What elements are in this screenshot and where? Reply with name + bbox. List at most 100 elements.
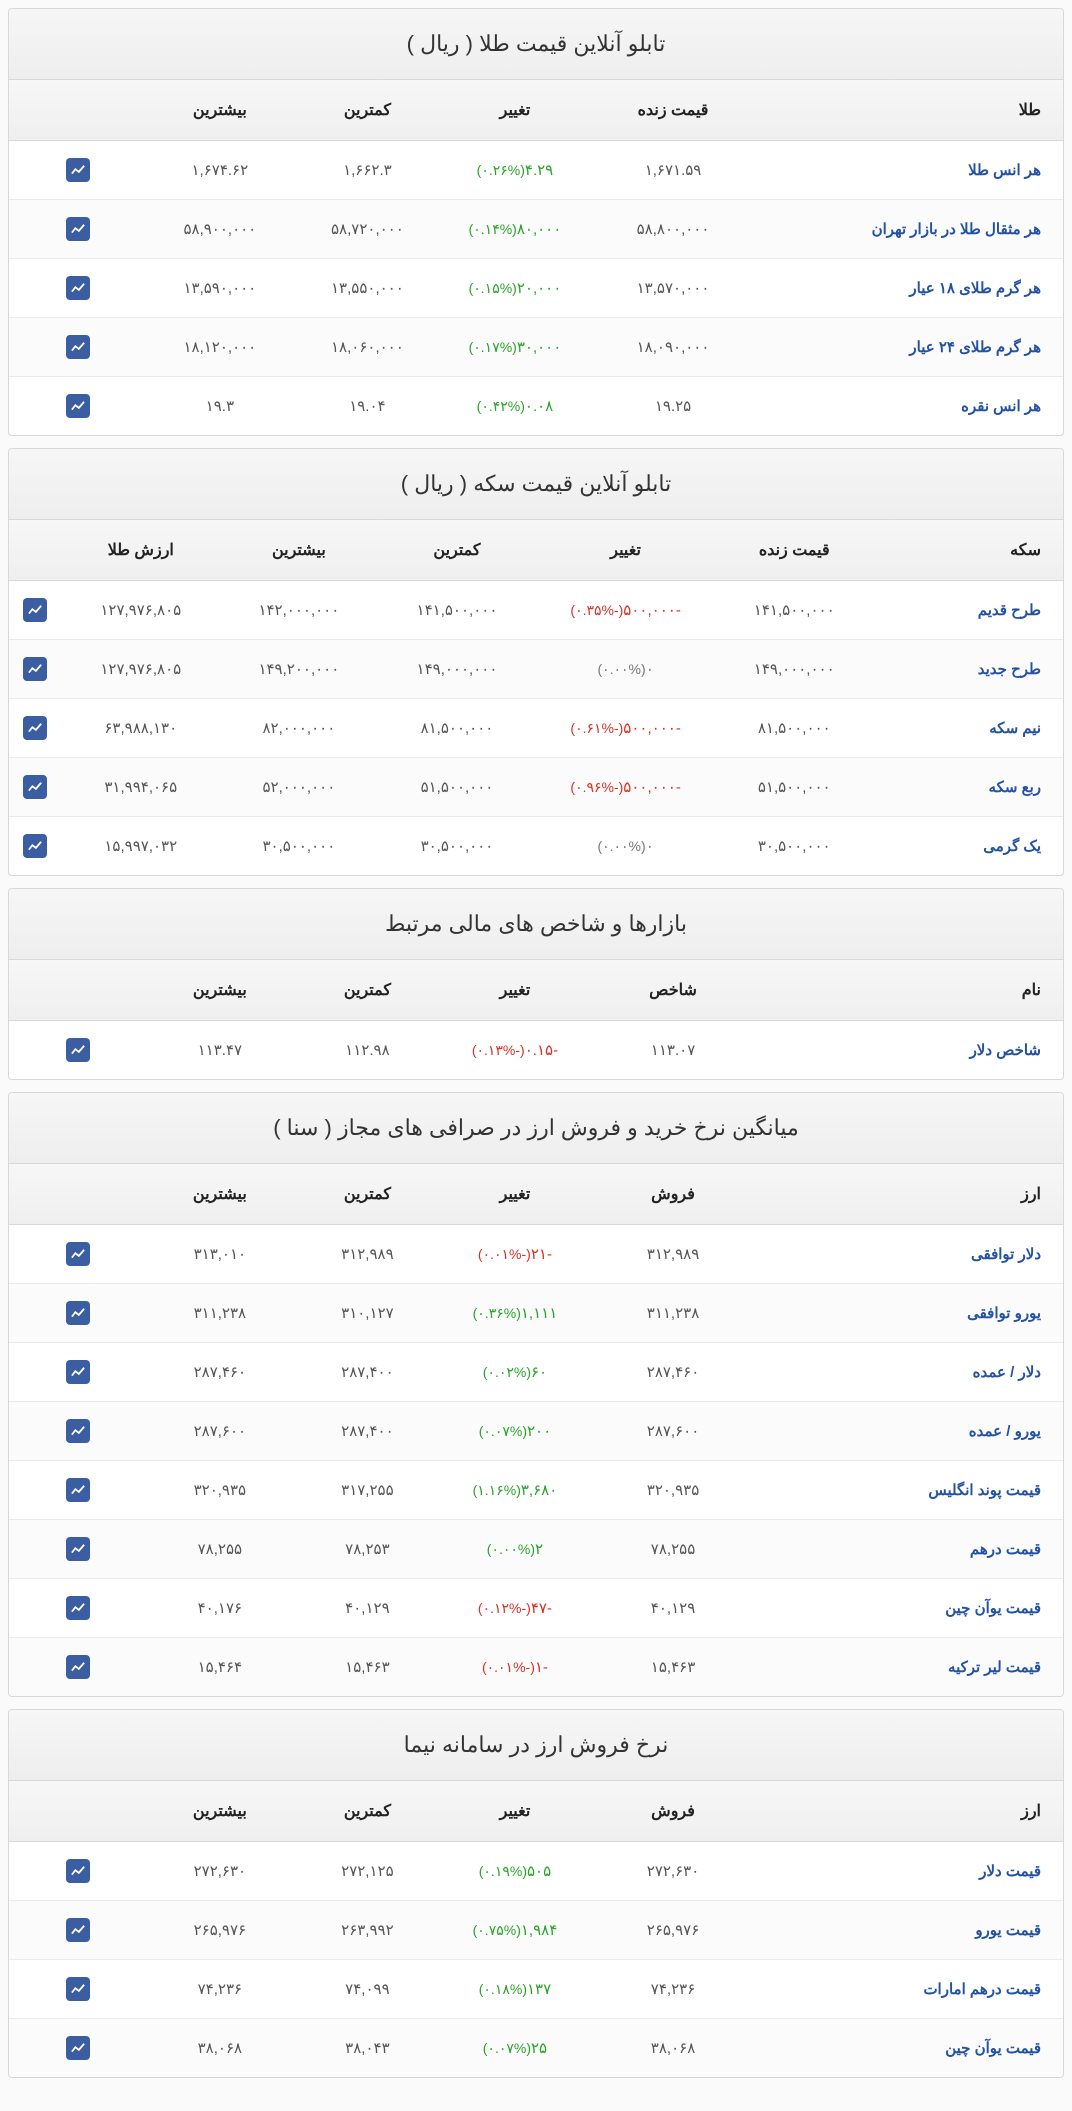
table-row: یک گرمی۳۰,۵۰۰,۰۰۰۰(۰.۰۰%)۳۰,۵۰۰,۰۰۰۳۰,۵۰… bbox=[9, 817, 1063, 876]
live-cell: ۱۸,۰۹۰,۰۰۰ bbox=[589, 318, 758, 377]
min-cell: ۲۷۲,۱۲۵ bbox=[294, 1842, 442, 1901]
change-cell: ۱,۱۱۱(۰.۳۶%) bbox=[441, 1284, 589, 1343]
row-name[interactable]: هر گرم طلای ۲۴ عیار bbox=[757, 318, 1063, 377]
col-name: طلا bbox=[757, 80, 1063, 141]
chart-icon[interactable] bbox=[66, 1478, 90, 1502]
chart-icon[interactable] bbox=[66, 217, 90, 241]
change-pct: (۰.۰۷%) bbox=[479, 1423, 527, 1439]
chart-cell bbox=[9, 817, 62, 876]
row-name[interactable]: هر گرم طلای ۱۸ عیار bbox=[757, 259, 1063, 318]
change-cell: -۴۷(-۰.۱۲%) bbox=[441, 1579, 589, 1638]
change-value: -۵۰۰,۰۰۰ bbox=[623, 602, 681, 619]
row-name[interactable]: طرح قدیم bbox=[873, 581, 1063, 640]
max-cell: ۱۴۹,۲۰۰,۰۰۰ bbox=[220, 640, 378, 699]
chart-icon[interactable] bbox=[23, 598, 47, 622]
chart-icon[interactable] bbox=[66, 394, 90, 418]
min-cell: ۷۸,۲۵۳ bbox=[294, 1520, 442, 1579]
coin-panel: تابلو آنلاین قیمت سکه ( ریال )سکهقیمت زن… bbox=[8, 448, 1064, 876]
row-name[interactable]: قیمت دلار bbox=[757, 1842, 1063, 1901]
table-row: هر انس طلا۱,۶۷۱.۵۹۴.۲۹(۰.۲۶%)۱,۶۶۲.۳۱,۶۷… bbox=[9, 141, 1063, 200]
chart-icon[interactable] bbox=[66, 1360, 90, 1384]
chart-icon[interactable] bbox=[66, 1419, 90, 1443]
chart-icon[interactable] bbox=[66, 1038, 90, 1062]
row-name[interactable]: هر انس نقره bbox=[757, 377, 1063, 436]
change-cell: ۲(۰.۰۰%) bbox=[441, 1520, 589, 1579]
change-value: ۰.۰۸ bbox=[525, 398, 553, 415]
change-value: -۰.۱۵ bbox=[525, 1042, 558, 1059]
live-cell: ۷۸,۲۵۵ bbox=[589, 1520, 758, 1579]
row-name[interactable]: شاخص دلار bbox=[757, 1021, 1063, 1080]
chart-icon[interactable] bbox=[66, 1301, 90, 1325]
table-row: دلار / عمده۲۸۷,۴۶۰۶۰(۰.۰۲%)۲۸۷,۴۰۰۲۸۷,۴۶… bbox=[9, 1343, 1063, 1402]
index-table: نامشاخصتغییرکمترینبیشترینشاخص دلار۱۱۳.۰۷… bbox=[9, 960, 1063, 1079]
chart-icon[interactable] bbox=[66, 1918, 90, 1942]
live-cell: ۵۸,۸۰۰,۰۰۰ bbox=[589, 200, 758, 259]
row-name[interactable]: قیمت لیر ترکیه bbox=[757, 1638, 1063, 1697]
chart-icon[interactable] bbox=[66, 158, 90, 182]
chart-icon[interactable] bbox=[66, 2036, 90, 2060]
row-name[interactable]: قیمت یورو bbox=[757, 1901, 1063, 1960]
change-pct: (-۰.۰۱%) bbox=[478, 1246, 531, 1262]
chart-icon[interactable] bbox=[23, 716, 47, 740]
max-cell: ۲۷۲,۶۳۰ bbox=[146, 1842, 294, 1901]
row-name[interactable]: قیمت درهم امارات bbox=[757, 1960, 1063, 2019]
chart-cell bbox=[9, 1960, 146, 2019]
chart-icon[interactable] bbox=[66, 335, 90, 359]
row-name[interactable]: طرح جدید bbox=[873, 640, 1063, 699]
change-value: -۵۰۰,۰۰۰ bbox=[623, 720, 681, 737]
row-name[interactable]: یورو / عمده bbox=[757, 1402, 1063, 1461]
min-cell: ۱۱۲.۹۸ bbox=[294, 1021, 442, 1080]
min-cell: ۳۱۲,۹۸۹ bbox=[294, 1225, 442, 1284]
table-row: هر گرم طلای ۱۸ عیار۱۳,۵۷۰,۰۰۰۲۰,۰۰۰(۰.۱۵… bbox=[9, 259, 1063, 318]
max-cell: ۳۱۳,۰۱۰ bbox=[146, 1225, 294, 1284]
col-change: تغییر bbox=[441, 960, 589, 1021]
gold-value-cell: ۳۱,۹۹۴,۰۶۵ bbox=[62, 758, 220, 817]
change-value: ۱,۹۸۴ bbox=[521, 1922, 557, 1939]
change-value: ۱۳۷ bbox=[527, 1981, 551, 1998]
index-title: بازارها و شاخص های مالی مرتبط bbox=[9, 889, 1063, 960]
row-name[interactable]: یورو توافقی bbox=[757, 1284, 1063, 1343]
row-name[interactable]: قیمت پوند انگلیس bbox=[757, 1461, 1063, 1520]
col-min: کمترین bbox=[294, 1781, 442, 1842]
row-name[interactable]: قیمت درهم bbox=[757, 1520, 1063, 1579]
chart-icon[interactable] bbox=[66, 1537, 90, 1561]
chart-icon[interactable] bbox=[66, 276, 90, 300]
col-live: فروش bbox=[589, 1781, 758, 1842]
col-live: قیمت زنده bbox=[715, 520, 873, 581]
min-cell: ۳۱۰,۱۲۷ bbox=[294, 1284, 442, 1343]
change-pct: (-۰.۰۱%) bbox=[482, 1659, 535, 1675]
row-name[interactable]: قیمت یوآن چین bbox=[757, 2019, 1063, 2078]
chart-icon[interactable] bbox=[66, 1596, 90, 1620]
table-row: یورو / عمده۲۸۷,۶۰۰۲۰۰(۰.۰۷%)۲۸۷,۴۰۰۲۸۷,۶… bbox=[9, 1402, 1063, 1461]
change-cell: ۲۰۰(۰.۰۷%) bbox=[441, 1402, 589, 1461]
change-value: ۶۰ bbox=[531, 1364, 547, 1381]
row-name[interactable]: ربع سکه bbox=[873, 758, 1063, 817]
chart-icon[interactable] bbox=[66, 1859, 90, 1883]
gold-value-cell: ۱۲۷,۹۷۶,۸۰۵ bbox=[62, 581, 220, 640]
chart-cell bbox=[9, 1842, 146, 1901]
chart-icon[interactable] bbox=[66, 1655, 90, 1679]
min-cell: ۴۰,۱۲۹ bbox=[294, 1579, 442, 1638]
chart-icon[interactable] bbox=[66, 1242, 90, 1266]
change-cell: ۶۰(۰.۰۲%) bbox=[441, 1343, 589, 1402]
chart-icon[interactable] bbox=[23, 775, 47, 799]
row-name[interactable]: هر انس طلا bbox=[757, 141, 1063, 200]
row-name[interactable]: قیمت یوآن چین bbox=[757, 1579, 1063, 1638]
row-name[interactable]: هر مثقال طلا در بازار تهران bbox=[757, 200, 1063, 259]
row-name[interactable]: دلار توافقی bbox=[757, 1225, 1063, 1284]
chart-icon[interactable] bbox=[66, 1977, 90, 2001]
row-name[interactable]: یک گرمی bbox=[873, 817, 1063, 876]
row-name[interactable]: دلار / عمده bbox=[757, 1343, 1063, 1402]
col-live: فروش bbox=[589, 1164, 758, 1225]
col-icon bbox=[9, 80, 146, 141]
change-cell: -۵۰۰,۰۰۰(-۰.۳۵%) bbox=[536, 581, 715, 640]
max-cell: ۷۴,۲۳۶ bbox=[146, 1960, 294, 2019]
table-row: ربع سکه۵۱,۵۰۰,۰۰۰-۵۰۰,۰۰۰(-۰.۹۶%)۵۱,۵۰۰,… bbox=[9, 758, 1063, 817]
row-name[interactable]: نیم سکه bbox=[873, 699, 1063, 758]
gold-value-cell: ۶۳,۹۸۸,۱۳۰ bbox=[62, 699, 220, 758]
change-value: ۱,۱۱۱ bbox=[521, 1305, 557, 1322]
chart-icon[interactable] bbox=[23, 834, 47, 858]
change-cell: -۵۰۰,۰۰۰(-۰.۹۶%) bbox=[536, 758, 715, 817]
min-cell: ۸۱,۵۰۰,۰۰۰ bbox=[378, 699, 536, 758]
chart-icon[interactable] bbox=[23, 657, 47, 681]
